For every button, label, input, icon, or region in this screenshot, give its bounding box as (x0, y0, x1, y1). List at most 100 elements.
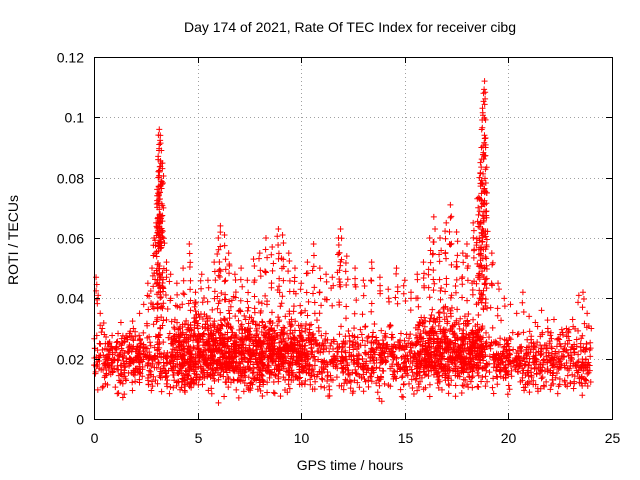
data-point (139, 366, 146, 373)
data-point (543, 345, 550, 352)
data-point (580, 296, 587, 303)
data-point (484, 361, 491, 368)
data-point (186, 350, 193, 357)
data-point (470, 330, 477, 337)
data-point (205, 284, 212, 291)
data-point (538, 350, 545, 357)
data-point (484, 228, 491, 235)
data-point (175, 353, 182, 360)
data-point (473, 242, 480, 249)
data-point (156, 270, 163, 277)
data-point (112, 384, 119, 391)
data-point (480, 353, 487, 360)
data-point (115, 330, 122, 337)
data-point (155, 168, 162, 175)
data-point (352, 339, 359, 346)
data-point (426, 393, 433, 400)
data-point (259, 353, 266, 360)
data-point (474, 327, 481, 334)
data-point (226, 310, 233, 317)
data-point (330, 338, 337, 345)
data-point (159, 218, 166, 225)
data-point (430, 318, 437, 325)
data-point (363, 369, 370, 376)
data-point (463, 241, 470, 248)
data-point (303, 289, 310, 296)
data-point (378, 354, 385, 361)
data-point (483, 214, 490, 221)
data-point (197, 277, 204, 284)
data-point (337, 225, 344, 232)
data-point (385, 286, 392, 293)
data-point (583, 340, 590, 347)
data-point (125, 370, 132, 377)
data-point (251, 293, 258, 300)
data-point (135, 354, 142, 361)
data-point (178, 354, 185, 361)
data-point (318, 358, 325, 365)
data-point (532, 381, 539, 388)
data-point (307, 376, 314, 383)
data-point (475, 312, 482, 319)
data-point (134, 353, 141, 360)
data-point (425, 266, 432, 273)
data-point (168, 318, 175, 325)
data-point (290, 377, 297, 383)
data-point (337, 283, 344, 290)
data-point (181, 381, 188, 388)
data-point (238, 265, 245, 272)
data-point (376, 376, 383, 383)
data-point (520, 309, 527, 316)
data-point (510, 359, 517, 366)
data-point (505, 343, 512, 350)
data-point (311, 337, 318, 344)
data-point (519, 299, 526, 306)
data-point (371, 320, 378, 327)
data-point (474, 337, 481, 344)
y-tick-label: 0.02 (57, 352, 84, 368)
data-point (507, 301, 514, 308)
data-point (181, 320, 188, 327)
data-point (342, 339, 349, 346)
data-point (428, 336, 435, 343)
data-point (190, 363, 197, 370)
data-point (368, 259, 375, 266)
data-point (360, 371, 367, 378)
data-point (316, 289, 323, 296)
data-point (459, 382, 466, 389)
data-point (407, 358, 414, 365)
data-point (240, 388, 247, 395)
data-point (474, 321, 481, 328)
data-point (526, 389, 533, 396)
data-point (553, 353, 560, 360)
data-point (448, 304, 455, 311)
data-point (218, 347, 225, 354)
data-point (210, 357, 217, 364)
data-point (444, 320, 451, 327)
data-point (522, 361, 529, 368)
data-point (95, 292, 102, 299)
data-point (373, 337, 380, 344)
data-point (323, 278, 330, 285)
data-point (148, 378, 155, 385)
data-point (209, 365, 216, 372)
data-point (221, 336, 228, 343)
data-point (157, 132, 164, 139)
data-point (218, 361, 225, 368)
data-point (230, 293, 237, 300)
data-point (483, 285, 490, 292)
data-point (127, 328, 134, 335)
data-point (310, 263, 317, 270)
data-point (397, 386, 404, 393)
data-point (443, 255, 450, 262)
data-point (286, 318, 293, 325)
data-point (569, 316, 576, 323)
data-point (122, 363, 129, 370)
data-point (433, 338, 440, 345)
data-point (148, 300, 155, 307)
data-point (407, 331, 414, 338)
data-point (483, 367, 490, 374)
data-point (211, 337, 218, 344)
data-point (339, 365, 346, 372)
data-point (127, 346, 134, 353)
